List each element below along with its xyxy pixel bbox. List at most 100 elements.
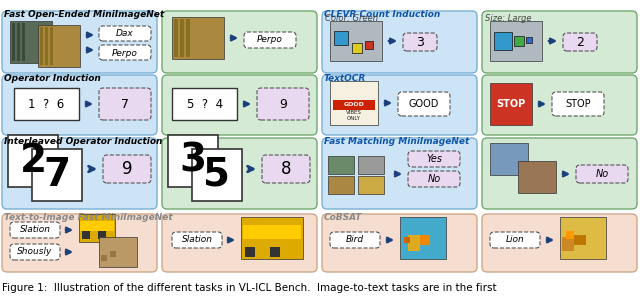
Text: Figure 1:  Illustration of the different tasks in VL-ICL Bench.  Image-to-text t: Figure 1: Illustration of the different … <box>2 283 497 293</box>
Bar <box>14 88 79 120</box>
FancyBboxPatch shape <box>490 232 540 248</box>
FancyBboxPatch shape <box>2 138 157 209</box>
Bar <box>358 156 384 174</box>
Text: 5  ?  4: 5 ? 4 <box>187 98 223 110</box>
FancyBboxPatch shape <box>162 138 317 209</box>
FancyBboxPatch shape <box>2 11 157 73</box>
Bar <box>80 221 114 231</box>
FancyBboxPatch shape <box>10 222 60 238</box>
Text: ONLY: ONLY <box>347 117 361 121</box>
Bar <box>172 17 224 59</box>
Bar <box>101 255 107 261</box>
FancyBboxPatch shape <box>398 92 450 116</box>
Bar <box>10 21 52 63</box>
Bar <box>12 23 15 61</box>
Bar <box>330 21 382 61</box>
Text: Shously: Shously <box>17 247 52 257</box>
Bar <box>17 23 20 61</box>
FancyBboxPatch shape <box>172 232 222 248</box>
Text: Interleaved Operator Induction: Interleaved Operator Induction <box>4 137 163 146</box>
Bar <box>408 235 420 251</box>
FancyBboxPatch shape <box>563 33 597 51</box>
Text: No: No <box>595 169 609 179</box>
Text: Size: Large: Size: Large <box>485 14 531 23</box>
Text: Color: Green: Color: Green <box>325 14 378 23</box>
FancyBboxPatch shape <box>322 75 477 135</box>
Text: 7: 7 <box>44 156 70 194</box>
Text: STOP: STOP <box>565 99 591 109</box>
Bar <box>186 19 190 57</box>
Bar <box>8 135 58 187</box>
Bar <box>494 32 512 50</box>
Text: Lion: Lion <box>506 235 524 245</box>
FancyBboxPatch shape <box>482 11 637 73</box>
Text: VIBES: VIBES <box>346 110 362 116</box>
Text: Perpo: Perpo <box>257 35 283 45</box>
FancyBboxPatch shape <box>482 214 637 272</box>
Text: TextOCR: TextOCR <box>324 74 366 83</box>
Bar <box>574 235 586 245</box>
Bar <box>328 156 354 174</box>
Bar <box>22 23 25 61</box>
FancyBboxPatch shape <box>322 214 477 272</box>
Text: No: No <box>428 174 440 184</box>
Text: Slation: Slation <box>182 235 212 245</box>
FancyBboxPatch shape <box>576 165 628 183</box>
Bar <box>79 214 115 242</box>
FancyBboxPatch shape <box>162 11 317 73</box>
Bar <box>38 25 80 67</box>
Bar <box>365 41 373 49</box>
Bar <box>99 237 137 267</box>
Text: 9: 9 <box>279 98 287 110</box>
Bar <box>352 43 362 53</box>
Bar <box>404 237 410 243</box>
Text: GOOD: GOOD <box>344 102 364 107</box>
Text: 2: 2 <box>576 35 584 48</box>
FancyBboxPatch shape <box>482 75 637 135</box>
Bar <box>243 225 301 239</box>
Bar <box>98 231 106 239</box>
Bar <box>245 247 255 257</box>
Bar <box>82 231 90 239</box>
Bar <box>562 237 574 251</box>
Bar <box>241 217 303 259</box>
Bar <box>420 235 430 245</box>
Text: Operator Induction: Operator Induction <box>4 74 100 83</box>
FancyBboxPatch shape <box>262 155 310 183</box>
Bar <box>192 149 242 201</box>
Text: 5: 5 <box>204 156 230 194</box>
Bar <box>514 36 524 46</box>
Text: Slation: Slation <box>19 225 51 235</box>
Bar <box>400 217 446 259</box>
Text: Perpo: Perpo <box>112 48 138 58</box>
Bar <box>328 176 354 194</box>
Bar <box>566 231 574 239</box>
Bar <box>40 27 43 65</box>
Bar <box>358 176 384 194</box>
Text: CoBSAT: CoBSAT <box>324 213 362 222</box>
Text: Fast Open-Ended MiniImageNet: Fast Open-Ended MiniImageNet <box>4 10 164 19</box>
Text: 7: 7 <box>121 98 129 110</box>
Bar <box>270 247 280 257</box>
Text: STOP: STOP <box>497 99 525 109</box>
Text: 9: 9 <box>122 160 132 178</box>
FancyBboxPatch shape <box>162 214 317 272</box>
Bar <box>32 149 82 201</box>
FancyBboxPatch shape <box>2 75 157 135</box>
Bar <box>526 37 532 43</box>
FancyBboxPatch shape <box>162 75 317 135</box>
Bar <box>518 161 556 193</box>
Bar <box>333 100 375 110</box>
Text: CLEVR Count Induction: CLEVR Count Induction <box>324 10 440 19</box>
FancyBboxPatch shape <box>244 32 296 48</box>
FancyBboxPatch shape <box>99 45 151 60</box>
Bar <box>45 27 48 65</box>
FancyBboxPatch shape <box>103 155 151 183</box>
Bar <box>490 143 528 175</box>
Text: Dax: Dax <box>116 28 134 38</box>
FancyBboxPatch shape <box>552 92 604 116</box>
Text: GOOD: GOOD <box>409 99 439 109</box>
FancyBboxPatch shape <box>403 33 437 51</box>
Bar <box>50 27 53 65</box>
FancyBboxPatch shape <box>99 88 151 120</box>
